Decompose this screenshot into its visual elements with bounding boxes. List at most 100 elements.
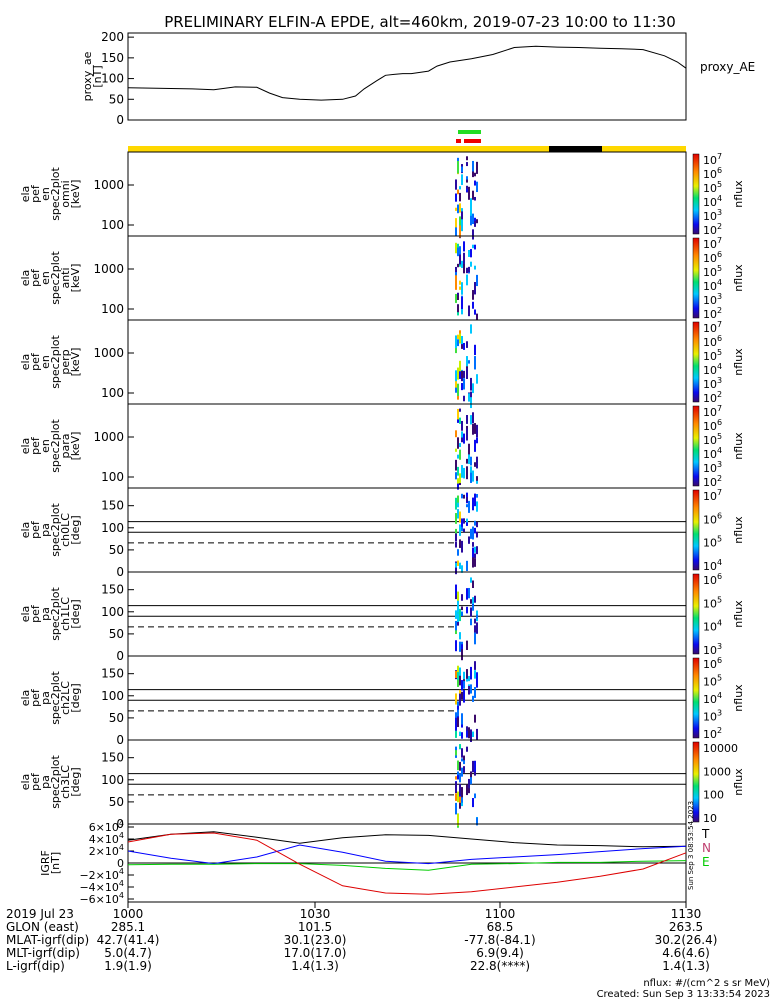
- spectrogram-cell: [472, 760, 474, 773]
- spectrogram-cell: [457, 709, 459, 717]
- colorbar-tick-label: 102: [703, 474, 722, 489]
- spectrogram-cell: [468, 778, 470, 789]
- spectrogram-cell: [470, 528, 472, 539]
- spectrogram-cell: [466, 428, 468, 437]
- colorbar-label: nflux: [732, 264, 745, 292]
- colorbar-tick-label: 106: [703, 166, 722, 181]
- igrf-series-line: [127, 844, 687, 865]
- spectrogram-cell: [470, 618, 472, 623]
- spectrogram-cell: [457, 292, 459, 296]
- spectrogram-cell: [463, 395, 465, 402]
- y-axis-label-line: spec2plot: [49, 251, 62, 305]
- spectrogram-cell: [455, 179, 457, 190]
- spectrogram-cell: [463, 528, 465, 533]
- y-axis-label-line: ela: [19, 606, 32, 623]
- y-axis-label-line: anti: [59, 267, 72, 288]
- spectrogram-cell: [455, 776, 457, 780]
- spectrogram-cell: [461, 465, 463, 478]
- y-axis-label-line: ela: [19, 774, 32, 791]
- spectrogram-cell: [457, 665, 459, 679]
- spectrogram-cell: [472, 695, 474, 702]
- spectrogram-cell: [476, 479, 478, 484]
- spectrogram-cell: [463, 676, 465, 689]
- spectrogram-cell: [457, 613, 459, 622]
- spectrogram-cell: [472, 603, 474, 611]
- spectrogram-cell: [461, 641, 463, 647]
- colorbar-tick-label: 102: [703, 306, 722, 321]
- y-tick-label: 50: [109, 711, 124, 725]
- colorbar-label: nflux: [732, 516, 745, 544]
- spectrogram-cell: [476, 817, 478, 826]
- spectrogram-cell: [474, 220, 476, 227]
- y-tick-label: −2×104: [79, 867, 124, 882]
- y-axis-label-line: [deg]: [69, 599, 82, 628]
- spectrogram-cell: [461, 174, 463, 185]
- spectrogram-cell: [457, 466, 459, 476]
- y-axis-label-line: ch2LC: [59, 681, 72, 715]
- spectrogram-cell: [459, 693, 461, 706]
- spectrogram-cell: [476, 219, 478, 224]
- colorbar-label-text: nflux: [732, 264, 745, 292]
- y-axis-label-line: [deg]: [69, 767, 82, 796]
- igrf-ylabel: IGRF[nT]: [39, 850, 62, 876]
- spectrogram-cell: [468, 587, 470, 599]
- y-axis-label-line: ch1LC: [59, 597, 72, 631]
- y-axis-label-line: ela: [19, 690, 32, 707]
- spectrogram-cell: [466, 267, 468, 274]
- spectrogram-cell: [455, 630, 457, 635]
- spectrogram-cell: [476, 456, 478, 469]
- spectrogram-cell: [455, 670, 457, 679]
- spectrogram-frame-ch3LC: [127, 739, 687, 825]
- footer-cell: 42.7(41.4): [97, 933, 160, 947]
- spectrogram-cell: [476, 501, 478, 512]
- spectrogram-cell: [457, 383, 459, 396]
- spectrogram-cell: [476, 494, 478, 498]
- spectrogram-cell: [461, 370, 463, 378]
- spectrogram-frame-ch0LC: [127, 487, 687, 573]
- colorbar-tick-label: 10000: [703, 742, 738, 755]
- y-tick-label: 50: [109, 543, 124, 557]
- spectrogram-cell: [455, 218, 457, 228]
- spectrogram-cell: [459, 333, 461, 344]
- y-axis-label-line: [nT]: [91, 65, 104, 87]
- spectrogram-cell: [455, 528, 457, 535]
- spectrogram-cell: [474, 493, 476, 507]
- colorbar-tick-label: 104: [703, 278, 722, 293]
- spectrogram-cell: [455, 712, 457, 723]
- spectrogram-cell: [470, 607, 472, 617]
- y-axis-label-line: pef: [29, 604, 42, 623]
- spectrogram-cell: [468, 393, 470, 402]
- spectrogram-cell: [457, 246, 459, 257]
- spectrogram-cell: [459, 641, 461, 649]
- spectrogram-cell: [474, 553, 476, 559]
- spectrogram-cell: [472, 470, 474, 482]
- y-tick-label: 100: [101, 72, 124, 86]
- spectrogram-cell: [459, 744, 461, 750]
- proxy-ae-legend: proxy_AE: [700, 60, 755, 74]
- spectrogram-cell: [457, 591, 459, 601]
- colorbar-tick-label: 102: [703, 726, 722, 741]
- spectrogram-cell: [474, 618, 476, 624]
- y-tick-label: 50: [109, 92, 124, 106]
- spectrogram-cell: [459, 224, 461, 238]
- status-bar: [128, 146, 686, 152]
- spectrogram-cell: [466, 356, 468, 367]
- spectrogram-cell: [474, 244, 476, 250]
- y-axis-label-line: en: [39, 439, 52, 453]
- spectrogram-cell: [461, 211, 463, 220]
- spectrogram-cell: [461, 791, 463, 796]
- spectrogram-cell: [455, 533, 457, 542]
- spectrogram-cell: [466, 435, 468, 441]
- colorbar-label: nflux: [732, 768, 745, 796]
- footer-note-units: nflux: #/(cm^2 s sr MeV): [643, 978, 770, 989]
- spectrogram-cell: [461, 526, 463, 531]
- spectrogram-cell: [459, 408, 461, 412]
- spectrogram-frame-para: [127, 403, 687, 489]
- spectrogram-cell: [455, 561, 457, 575]
- spectrogram-cell: [474, 661, 476, 670]
- colorbar-tick-label: 105: [703, 348, 722, 363]
- spectrogram-cell: [455, 448, 457, 452]
- spectrogram-cell: [457, 560, 459, 566]
